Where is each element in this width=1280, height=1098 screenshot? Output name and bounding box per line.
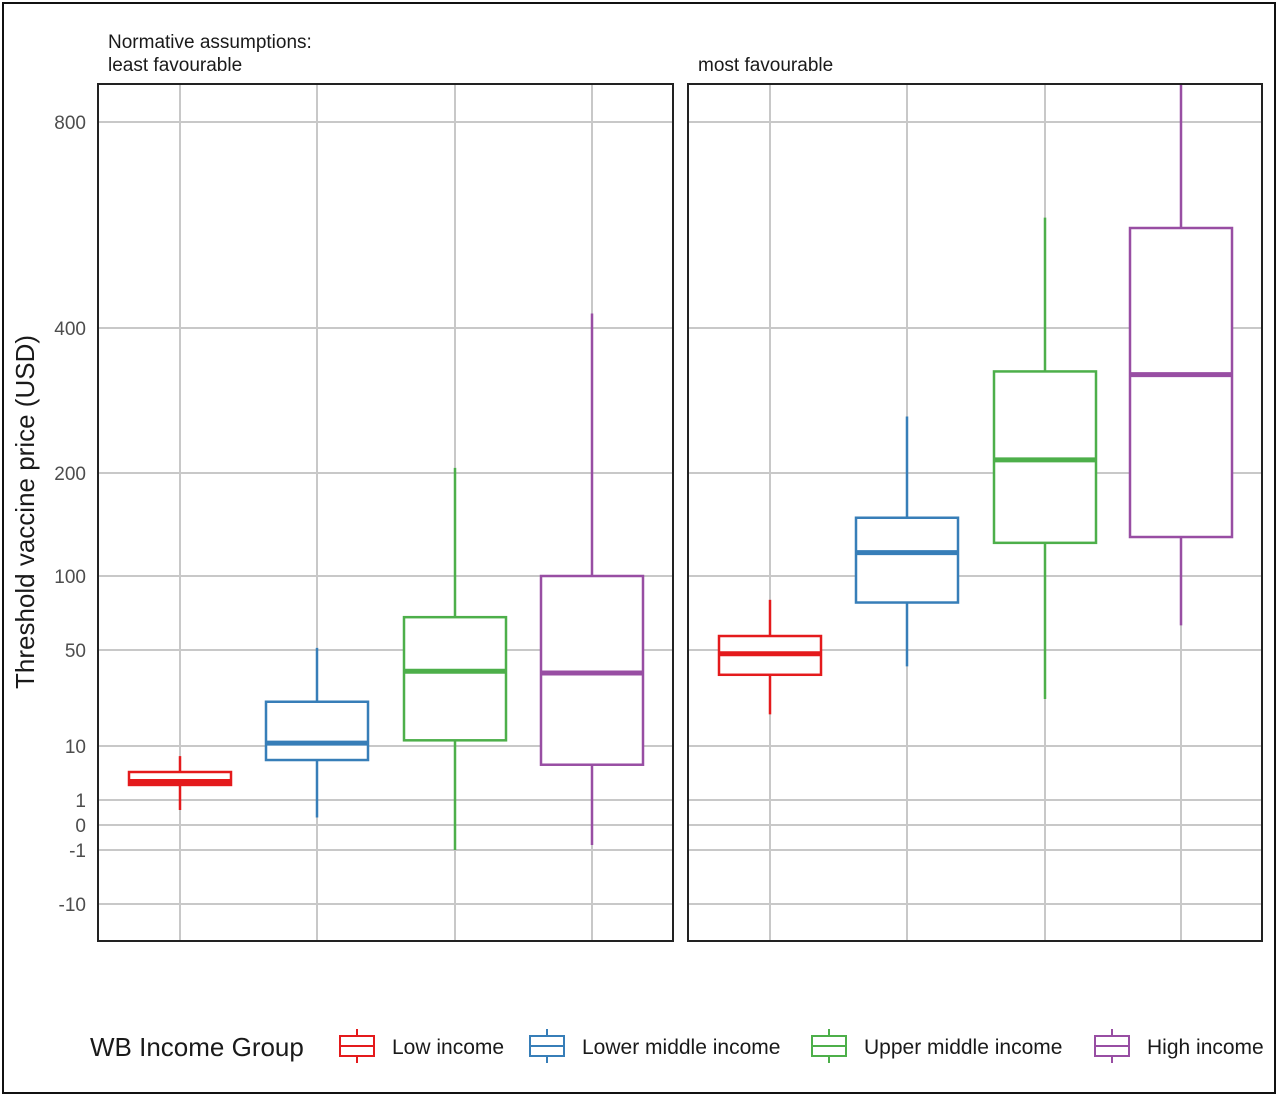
box-iqr [854,516,960,604]
box-upper-middle-income [402,467,508,850]
legend: WB Income Group Low income Lower middle i… [90,1029,1264,1063]
y-tick-label: 100 [54,567,86,588]
y-tick-label: 50 [65,641,86,662]
y-tick-label: -10 [59,895,86,916]
box-iqr [402,615,508,742]
box-layer [127,84,1234,850]
y-tick-label: -1 [69,841,86,862]
y-tick-label: 10 [65,737,86,758]
y-tick-label: 400 [54,319,86,340]
y-tick-label: 200 [54,464,86,485]
legend-item: Low income [339,1029,504,1063]
box-low-income [717,599,823,715]
legend-label: High income [1147,1036,1264,1059]
legend-label: Upper middle income [864,1036,1062,1059]
y-axis-label: Threshold vaccine price (USD) [10,335,40,689]
panel-1-title-line-1: Normative assumptions: [108,32,312,53]
y-tick-label: 800 [54,113,86,134]
panel-2-title-line-2: most favourable [698,55,833,76]
box-upper-middle-income [992,217,1098,699]
legend-items: Low income Lower middle income Upper middl… [339,1029,1264,1063]
legend-label: Low income [392,1036,504,1059]
panel-border [687,83,1263,942]
box-iqr [1128,226,1234,539]
legend-label: Lower middle income [582,1036,780,1059]
legend-item: High income [1094,1029,1264,1063]
box-iqr [992,370,1098,545]
panel-borders [97,83,1263,942]
legend-item: Upper middle income [811,1029,1062,1063]
y-tick-label: 0 [75,816,86,837]
panel-1-title-line-2: least favourable [108,55,242,76]
box-iqr [539,574,645,766]
box-high-income [1128,84,1234,626]
box-iqr [264,700,370,762]
legend-item: Lower middle income [529,1029,780,1063]
box-lower-middle-income [264,647,370,818]
box-high-income [539,313,645,845]
y-tick-label: 1 [75,791,86,812]
box-lower-middle-income [854,416,960,667]
legend-title: WB Income Group [90,1032,304,1062]
panel-border [97,83,674,942]
box-low-income [127,756,233,810]
